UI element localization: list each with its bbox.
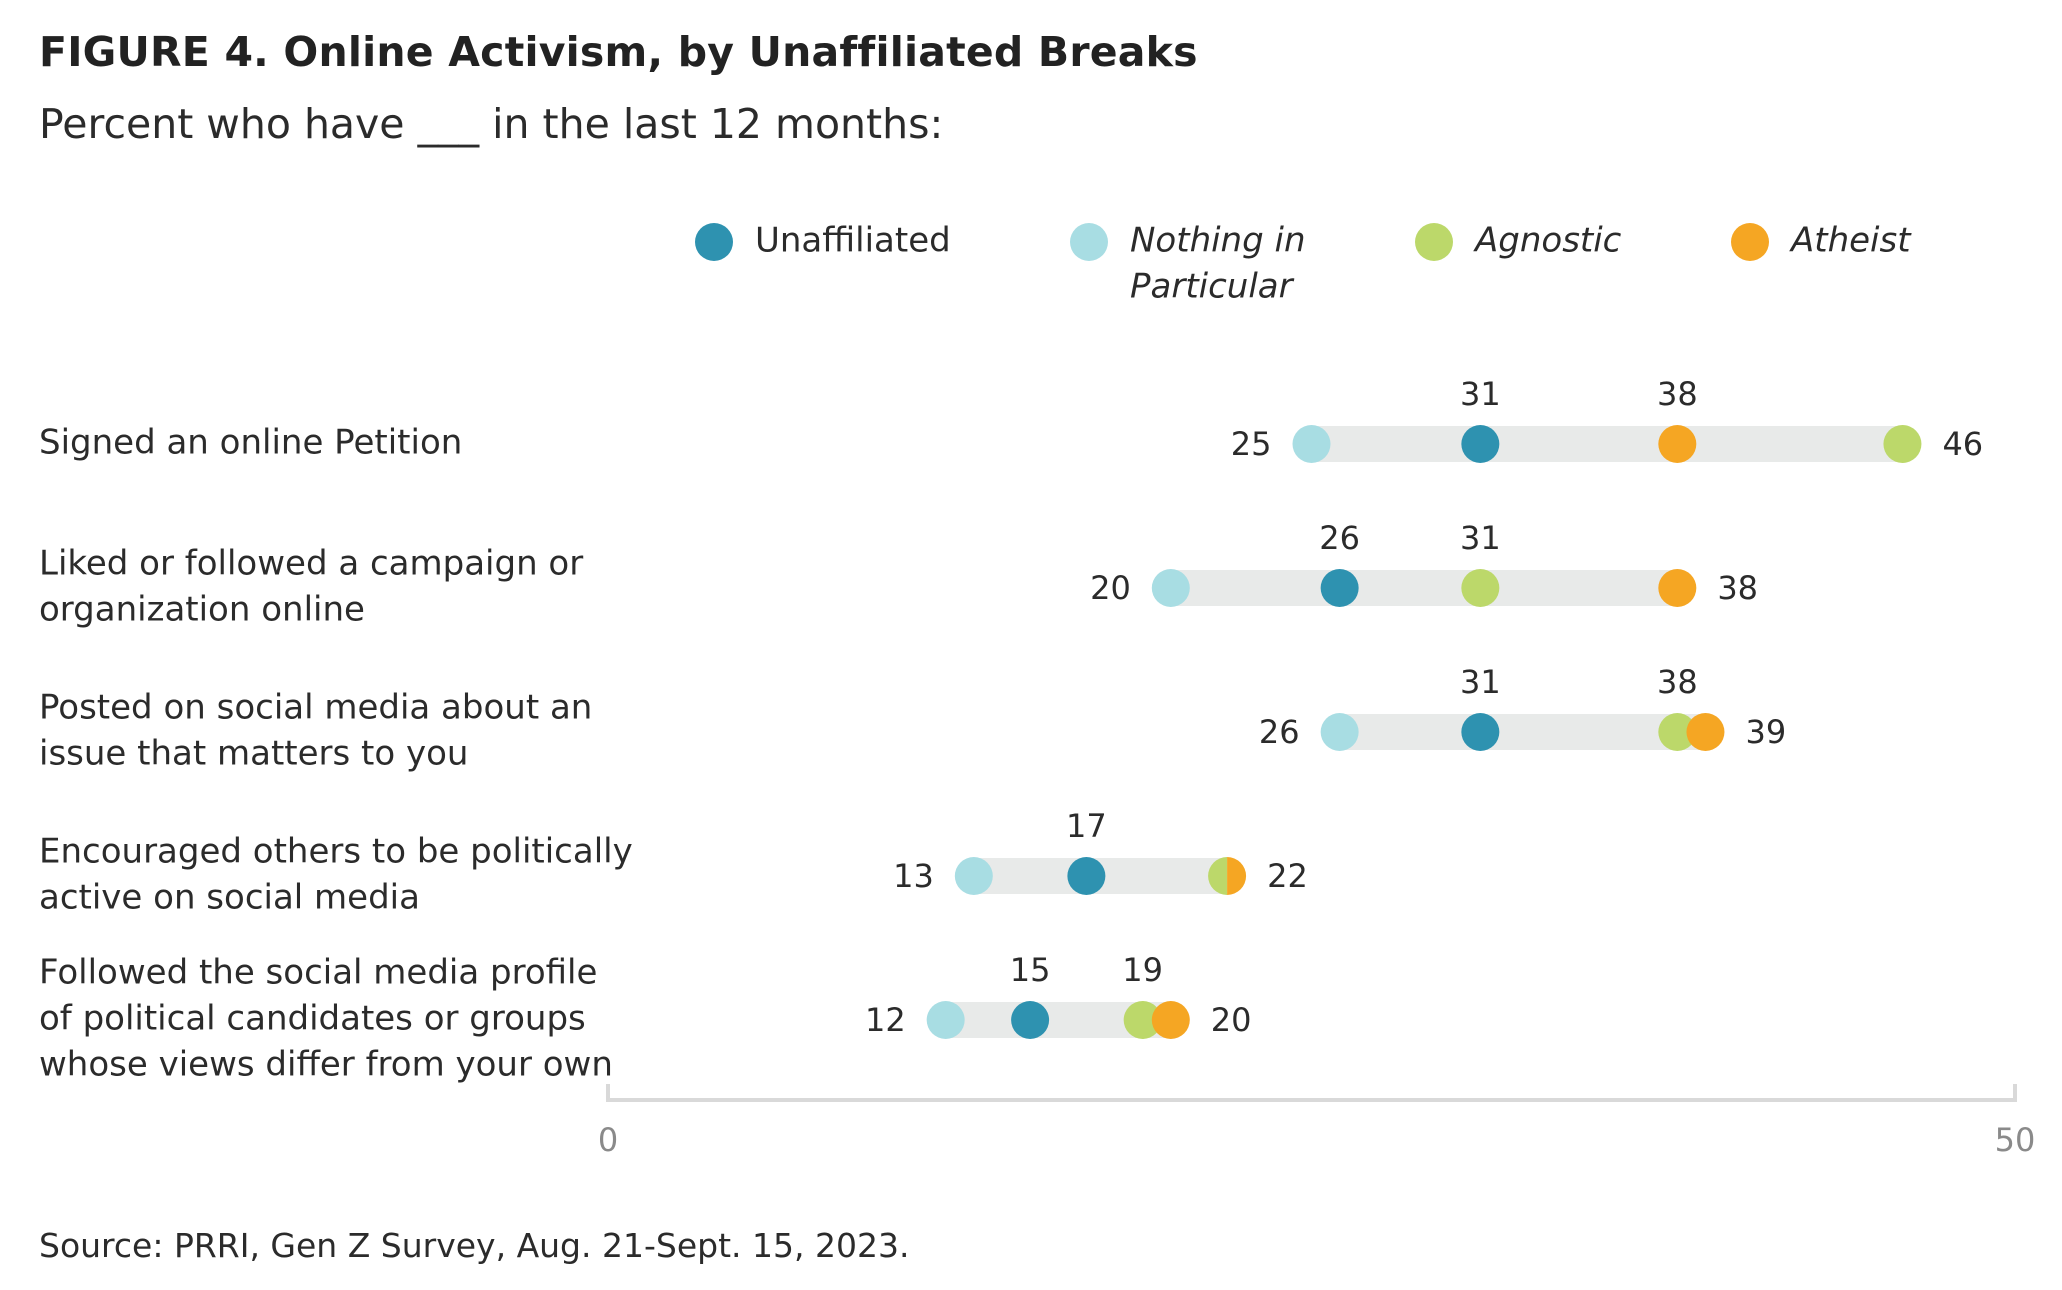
data-point-half: [1227, 857, 1247, 895]
chart-subtitle: Percent who have ___ in the last 12 mont…: [39, 100, 944, 148]
legend-label: Agnostic: [1473, 221, 1622, 261]
data-label: 13: [893, 857, 934, 895]
data-point: [1658, 569, 1697, 607]
data-point: [1461, 425, 1500, 463]
tick-label: 0: [598, 1121, 618, 1159]
data-point: [1292, 425, 1331, 463]
range-bar: [1339, 714, 1706, 750]
data-label: 31: [1460, 519, 1501, 557]
data-point: [926, 1001, 965, 1039]
data-label: 38: [1657, 375, 1698, 413]
data-point: [1151, 1001, 1190, 1039]
legend-marker: [1070, 223, 1108, 261]
category-label: Followed the social media profile: [39, 953, 597, 993]
tick-label: 50: [1995, 1121, 2036, 1159]
data-points: [926, 425, 1922, 1039]
category-label: active on social media: [39, 878, 420, 918]
data-label: 25: [1231, 425, 1272, 463]
source-note: Source: PRRI, Gen Z Survey, Aug. 21-Sept…: [39, 1226, 910, 1265]
data-label: 17: [1066, 807, 1107, 845]
data-label: 26: [1259, 713, 1300, 751]
chart-title: FIGURE 4. Online Activism, by Unaffiliat…: [39, 28, 1198, 76]
data-label: 20: [1211, 1001, 1252, 1039]
legend: Unaffiliated Nothing in Particular Agnostic…: [695, 221, 1912, 307]
category-label: whose views differ from your own: [39, 1045, 613, 1085]
category-labels: Signed an online Petition Liked or follow…: [39, 423, 633, 1085]
category-label: Posted on social media about an: [39, 688, 592, 728]
data-label: 38: [1717, 569, 1758, 607]
legend-marker: [1731, 223, 1769, 261]
data-point: [1658, 425, 1697, 463]
data-point: [1067, 857, 1106, 895]
category-label: Encouraged others to be politically: [39, 832, 633, 872]
data-point: [1686, 713, 1725, 751]
data-label: 26: [1319, 519, 1360, 557]
data-label: 19: [1122, 951, 1163, 989]
category-label: Liked or followed a campaign or: [39, 544, 583, 584]
data-point: [1461, 569, 1500, 607]
data-label: 46: [1942, 425, 1983, 463]
data-point-half: [1208, 857, 1228, 895]
legend-marker: [695, 223, 733, 261]
data-label: 22: [1267, 857, 1308, 895]
data-point: [1151, 569, 1190, 607]
legend-label: Nothing in: [1130, 221, 1306, 261]
data-label: 12: [865, 1001, 906, 1039]
x-axis: 0 50: [598, 1084, 2036, 1159]
data-point: [1461, 713, 1500, 751]
legend-label: Atheist: [1789, 221, 1912, 261]
data-point: [1011, 1001, 1050, 1039]
data-label: 31: [1460, 375, 1501, 413]
data-label: 31: [1460, 663, 1501, 701]
data-label: 39: [1745, 713, 1786, 751]
data-point: [1320, 713, 1359, 751]
data-point: [954, 857, 993, 895]
category-label: Signed an online Petition: [39, 423, 462, 463]
data-point: [1320, 569, 1359, 607]
range-bar: [1311, 426, 1903, 462]
data-label: 20: [1090, 569, 1131, 607]
legend-label: Particular: [1130, 267, 1295, 307]
data-point: [1123, 1001, 1162, 1039]
legend-label: Unaffiliated: [755, 221, 951, 261]
data-label: 15: [1010, 951, 1051, 989]
category-label: organization online: [39, 590, 365, 630]
legend-marker: [1415, 223, 1453, 261]
range-bar: [1170, 570, 1678, 606]
data-point: [1658, 713, 1697, 751]
data-labels: 31 25 46 38 26 20 31 38 31 26 38 39 17 13 22 15 12 19 20: [865, 375, 1983, 1039]
category-label: of political candidates or groups: [39, 999, 586, 1039]
category-label: issue that matters to you: [39, 734, 468, 774]
data-point: [1883, 425, 1922, 463]
data-label: 38: [1657, 663, 1698, 701]
